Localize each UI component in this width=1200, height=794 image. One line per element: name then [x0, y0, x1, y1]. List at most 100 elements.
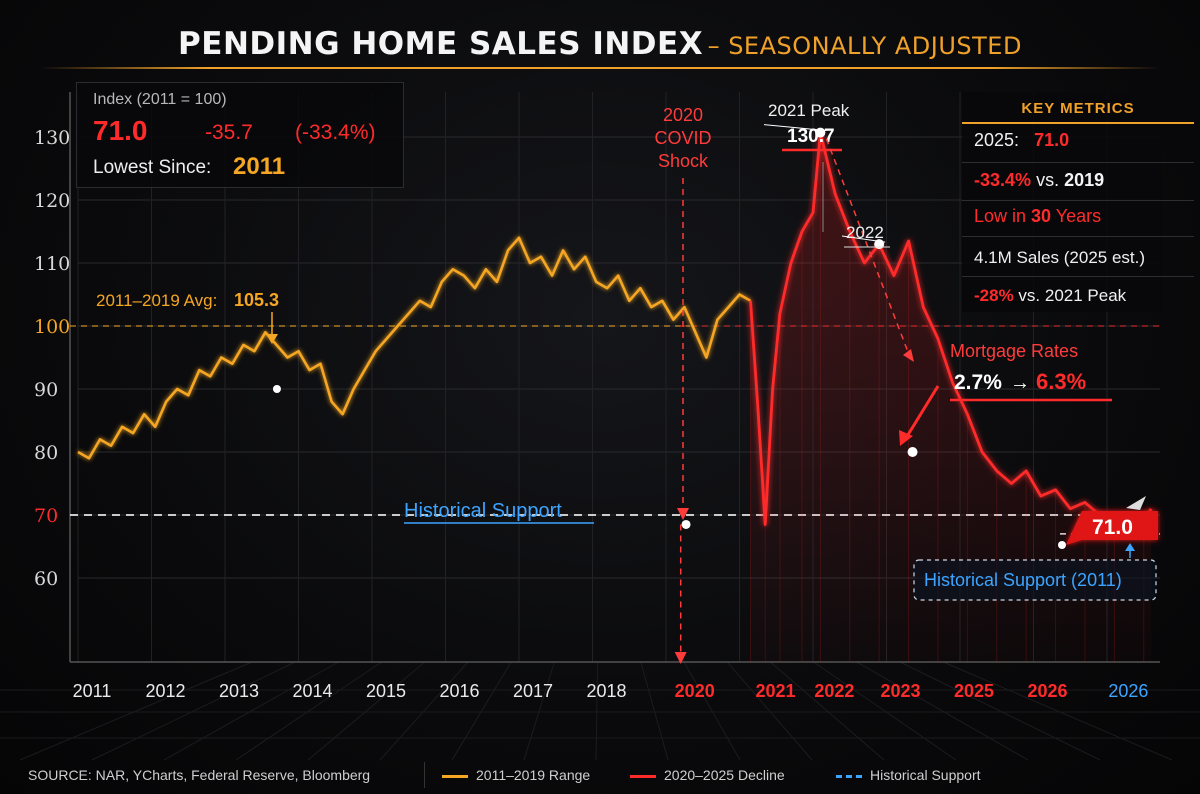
floor-line: [640, 661, 669, 760]
series-line-2011-2019: [77, 236, 752, 460]
legend-item-support: Historical Support: [836, 767, 981, 783]
y-tick-label: 90: [34, 379, 58, 401]
title-subtitle: – SEASONALLY ADJUSTED: [707, 32, 1022, 60]
x-tick-label: 2021: [756, 681, 796, 701]
y-tick-label: 130: [34, 127, 70, 149]
mortgage-arrow: →: [1010, 372, 1030, 394]
decline-area-fill: [750, 132, 1152, 663]
legend-swatch-orange: [442, 774, 468, 778]
peak-trend-arrow: [825, 138, 909, 353]
peak-trend-head: [903, 349, 914, 362]
mortgage-arrow-line: [904, 385, 940, 439]
support-2011-arrow-head: [1125, 543, 1135, 551]
x-tick-label: 2026: [1108, 681, 1148, 701]
metric-vs-2019-pct: -33.4%: [974, 170, 1032, 190]
covid-label-text: COVID: [654, 128, 711, 148]
covid-drop-arrow: [674, 652, 687, 664]
legend-label-range: 2011–2019 Range: [476, 767, 591, 783]
y-tick-label: 70: [34, 505, 58, 527]
pending-home-sales-chart: 2011–2019 Avg: 105.3 2020 COVID Shock 2021 Pe…: [0, 92, 1200, 760]
end-value-text: 71.0: [1092, 516, 1133, 539]
end-value-box: [1066, 511, 1158, 545]
metric-low-post: Years: [1055, 206, 1102, 226]
metric-vs-peak-pct: -28%: [974, 286, 1014, 305]
legend-swatch-blue: [836, 774, 862, 778]
mortgage-from: 2.7%: [954, 371, 1002, 394]
x-tick-label: 2012: [145, 681, 185, 701]
metric-divider: [962, 200, 1194, 201]
x-tick-label: 2026: [1027, 681, 1067, 701]
floor-line: [770, 661, 885, 760]
legend-item-decline: 2020–2025 Decline: [630, 767, 785, 783]
x-tick-label: 2013: [219, 681, 259, 701]
legend-label-decline: 2020–2025 Decline: [664, 767, 785, 783]
label-2022-leader: [841, 235, 886, 243]
y-tick-label: 60: [34, 568, 58, 590]
floor-line: [899, 661, 1101, 760]
metric-2025-number: 71.0: [1034, 130, 1070, 150]
peak-value: 130.7: [787, 126, 835, 147]
key-metrics-heading: KEY METRICS: [1021, 100, 1135, 117]
metric-2025-label: 2025:: [974, 130, 1020, 150]
y-tick-label: 100: [34, 316, 70, 338]
key-metrics-panel: KEY METRICS 2025: 71.0 -33.4% vs. 2019 L…: [962, 92, 1194, 312]
metric-low-num: 30: [1031, 206, 1052, 226]
series-line-2020-2025: [749, 131, 1153, 526]
avg-arrow-head: [266, 334, 278, 344]
metric-divider: [962, 276, 1194, 277]
floor-line: [813, 661, 957, 760]
metric-divider: [962, 236, 1194, 237]
chart-legend: SOURCE: NAR, YCharts, Federal Reserve, B…: [0, 760, 1200, 792]
floor-line: [19, 661, 253, 760]
index-summary-box: Index (2011 = 100) 71.0 -35.7 (-33.4%) L…: [76, 82, 404, 188]
y-tick-label: 120: [34, 190, 70, 212]
mortgage-label: Mortgage Rates: [950, 341, 1078, 361]
x-tick-label: 2015: [366, 681, 406, 701]
metric-vs-peak: -28% vs. 2021 Peak: [974, 286, 1126, 306]
title-main: PENDING HOME SALES INDEX: [178, 26, 704, 62]
mortgage-to: 6.3%: [1036, 369, 1086, 394]
y-tick-label: 80: [34, 442, 58, 464]
floor-line: [943, 661, 1173, 760]
floor-line: [163, 661, 339, 760]
legend-swatch-red: [630, 774, 656, 778]
index-current-value: 71.0: [93, 115, 148, 146]
metric-vs-peak-text: vs. 2021 Peak: [1018, 286, 1127, 305]
lowest-since-year: 2011: [233, 153, 286, 180]
covid-marker: [681, 519, 691, 529]
support-label: Historical Support: [404, 500, 562, 522]
floor-line: [683, 661, 741, 760]
metric-vs-2019: -33.4% vs. 2019: [974, 170, 1104, 191]
metric-vs-year: 2019: [1064, 170, 1105, 190]
metric-2025-value: 2025: 71.0: [974, 130, 1069, 151]
index-base-label: Index (2011 = 100): [93, 91, 227, 108]
support-2011-text: Historical Support (2011): [924, 570, 1122, 590]
covid-label-year: 2020: [663, 105, 703, 125]
floor-line: [523, 661, 555, 760]
index-change-percent: (-33.4%): [295, 121, 376, 144]
floor-line: [235, 661, 382, 760]
x-tick-label: 2020: [675, 681, 715, 701]
legend-item-range: 2011–2019 Range: [442, 767, 590, 783]
lowest-since-label: Lowest Since:: [93, 157, 212, 178]
key-metrics-rule: [962, 122, 1194, 124]
support-2011-box: [913, 559, 1157, 601]
mortgage-arrow-head: [899, 430, 913, 446]
index-change: -35.7: [205, 121, 253, 144]
end-marker: [1058, 541, 1066, 549]
avg-marker: [272, 385, 281, 393]
x-tick-label: 2014: [292, 681, 332, 701]
metric-divider: [962, 162, 1194, 163]
covid-arrow-head: [677, 508, 689, 520]
peak-label: 2021 Peak: [768, 101, 850, 120]
x-tick-label: 2017: [513, 681, 553, 701]
end-pointer-arrow: [1126, 496, 1146, 510]
floor-line: [307, 661, 426, 760]
x-tick-label: 2025: [954, 681, 994, 701]
legend-label-support: Historical Support: [870, 767, 981, 783]
avg-label: 2011–2019 Avg:: [96, 291, 217, 310]
label-2022: 2022: [846, 223, 884, 242]
x-tick-label: 2022: [814, 681, 854, 701]
legend-separator: [424, 762, 425, 788]
floor-line: [379, 661, 469, 760]
